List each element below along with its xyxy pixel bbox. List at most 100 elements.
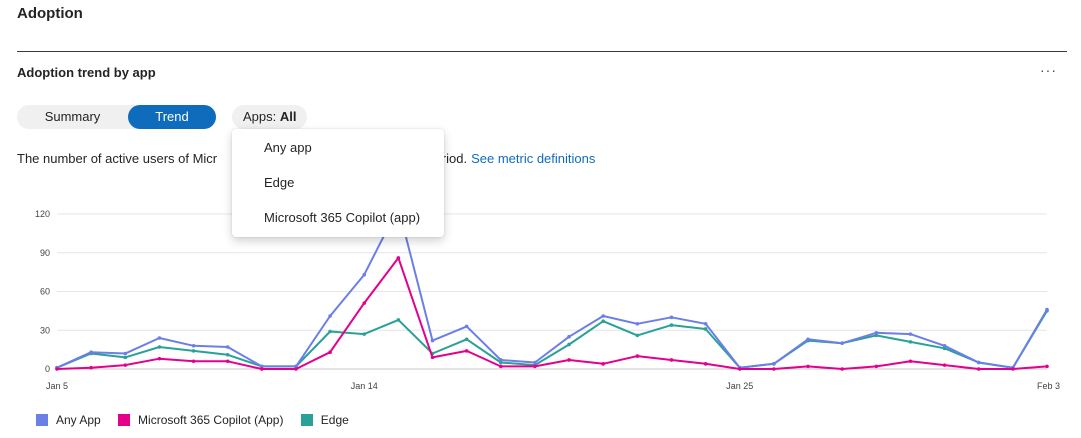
data-point-edge (328, 329, 332, 334)
data-point-edge (703, 327, 708, 331)
apps-filter-value: All (279, 109, 297, 124)
legend-label-any-app: Any App (56, 412, 101, 427)
legend-label-copilot: Microsoft 365 Copilot (App) (138, 412, 284, 427)
x-tick-label: Jan 25 (726, 381, 753, 391)
data-point-any-app (840, 341, 844, 345)
data-point-microsoft-365-copilot-app (498, 364, 503, 369)
data-point-microsoft-365-copilot-app (567, 358, 571, 362)
data-point-edge (942, 346, 947, 351)
y-tick-label: 60 (40, 287, 50, 297)
dropdown-option-any-app[interactable]: Any app (264, 140, 312, 155)
y-tick-label: 30 (40, 325, 50, 335)
data-point-edge (157, 345, 162, 349)
data-point-edge (191, 349, 196, 353)
apps-filter-button[interactable]: Apps: All (232, 105, 308, 129)
series-line-microsoft-365-copilot-app (56, 256, 1048, 370)
apps-dropdown-menu: Any app Edge Microsoft 365 Copilot (app) (232, 129, 444, 237)
data-point-any-app (976, 360, 981, 365)
y-tick-label: 0 (45, 364, 50, 374)
data-point-microsoft-365-copilot-app (55, 367, 59, 371)
data-point-microsoft-365-copilot-app (225, 359, 230, 364)
data-point-microsoft-365-copilot-app (669, 358, 674, 362)
data-point-any-app (464, 324, 469, 329)
data-point-any-app (772, 362, 776, 366)
x-tick-label: Jan 14 (351, 381, 378, 391)
data-point-any-app (669, 315, 674, 320)
data-point-microsoft-365-copilot-app (737, 367, 742, 371)
data-point-any-app (157, 336, 162, 340)
data-point-microsoft-365-copilot-app (806, 364, 810, 369)
data-point-any-app (1045, 307, 1049, 312)
data-point-any-app (703, 321, 708, 326)
data-point-any-app (225, 345, 230, 349)
data-point-microsoft-365-copilot-app (976, 367, 981, 371)
data-point-microsoft-365-copilot-app (601, 362, 606, 366)
data-point-any-app (533, 360, 537, 365)
x-tick-label: Jan 5 (46, 381, 68, 391)
description-text-start: The number of active users of Micr (17, 151, 218, 166)
series-line-any-app (56, 206, 1048, 369)
data-point-edge (601, 319, 606, 324)
data-point-microsoft-365-copilot-app (840, 367, 844, 371)
legend-item-any-app[interactable]: Any App (36, 413, 101, 427)
data-point-any-app (430, 338, 435, 343)
data-point-edge (498, 360, 503, 365)
data-point-microsoft-365-copilot-app (89, 365, 93, 370)
data-point-microsoft-365-copilot-app (1011, 367, 1015, 371)
data-point-microsoft-365-copilot-app (396, 256, 401, 260)
data-point-any-app (942, 343, 947, 348)
data-point-any-app (601, 314, 606, 318)
section-title: Adoption trend by app (17, 65, 156, 80)
data-point-any-app (567, 334, 571, 339)
legend-swatch-any-app (36, 413, 48, 426)
data-point-edge (635, 333, 640, 338)
data-point-any-app (908, 332, 913, 336)
dropdown-option-copilot-app[interactable]: Microsoft 365 Copilot (app) (264, 210, 421, 225)
data-point-microsoft-365-copilot-app (294, 367, 298, 371)
data-point-edge (567, 342, 571, 347)
y-tick-label: 90 (40, 248, 50, 258)
chart-legend: Any App Microsoft 365 Copilot (App) Edge (36, 412, 363, 427)
data-point-microsoft-365-copilot-app (635, 354, 640, 358)
data-point-any-app (123, 351, 128, 356)
legend-swatch-copilot (118, 413, 131, 426)
data-point-microsoft-365-copilot-app (703, 362, 708, 366)
legend-label-edge: Edge (320, 412, 349, 427)
data-point-any-app (191, 343, 196, 348)
data-point-microsoft-365-copilot-app (430, 355, 435, 360)
legend-item-edge[interactable]: Edge (300, 412, 349, 427)
data-point-microsoft-365-copilot-app (157, 356, 162, 361)
data-point-any-app (89, 350, 93, 355)
trend-tab[interactable]: Trend (128, 105, 216, 129)
data-point-microsoft-365-copilot-app (464, 349, 469, 353)
data-point-edge (464, 337, 469, 342)
data-point-microsoft-365-copilot-app (260, 367, 264, 371)
x-tick-label: Feb 3 (1037, 381, 1060, 391)
data-point-microsoft-365-copilot-app (772, 367, 776, 371)
dropdown-option-edge[interactable]: Edge (264, 175, 295, 190)
data-point-microsoft-365-copilot-app (942, 363, 947, 367)
data-point-microsoft-365-copilot-app (123, 363, 128, 367)
data-point-microsoft-365-copilot-app (874, 364, 879, 369)
data-point-edge (225, 352, 230, 357)
data-point-edge (123, 355, 128, 360)
page-title: Adoption (17, 5, 83, 22)
data-point-edge (908, 340, 913, 344)
apps-filter-prefix: Apps: (243, 109, 280, 124)
legend-item-copilot[interactable]: Microsoft 365 Copilot (App) (118, 413, 283, 427)
data-point-any-app (635, 321, 640, 326)
summary-tab[interactable]: Summary (44, 109, 101, 124)
data-point-edge (874, 333, 879, 338)
data-point-microsoft-365-copilot-app (1045, 364, 1049, 369)
data-point-any-app (328, 314, 332, 318)
data-point-any-app (260, 364, 264, 369)
data-point-edge (362, 332, 367, 336)
adoption-trend-chart: 0 30 60 90 120 Jan 5 Jan 14 Jan 25 Feb 3 (35, 205, 1060, 391)
data-point-any-app (362, 272, 367, 277)
data-point-microsoft-365-copilot-app (362, 301, 367, 305)
more-options-button[interactable]: ··· (1040, 62, 1057, 78)
metric-definitions-link[interactable]: See metric definitions (471, 151, 596, 166)
data-point-microsoft-365-copilot-app (908, 359, 913, 364)
data-point-any-app (806, 337, 810, 342)
data-point-edge (669, 323, 674, 327)
